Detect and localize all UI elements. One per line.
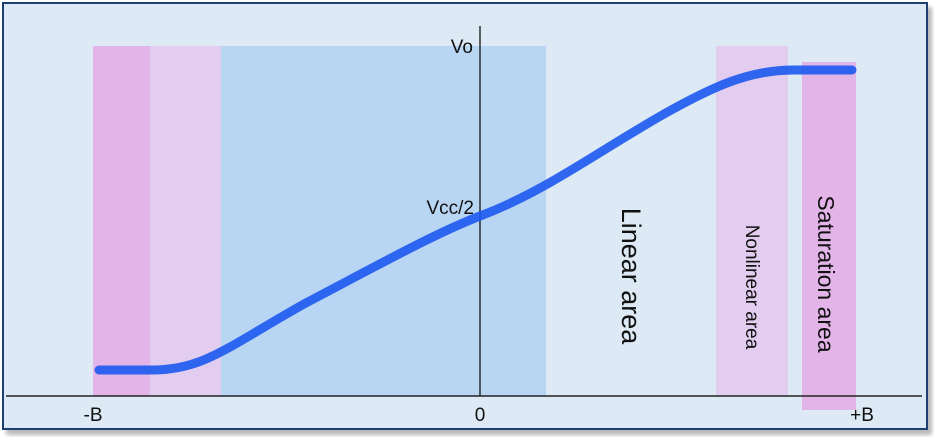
saturation-area-label: Saturation area (813, 195, 839, 352)
linear-area-label: Linear area (616, 208, 646, 346)
x-tick-center: 0 (475, 405, 486, 426)
y-axis-label: Vo (451, 37, 473, 58)
saturation-region-right (802, 62, 856, 410)
nonlinear-region-left (150, 46, 221, 396)
transfer-curve-diagram: Vo Vcc/2 -B 0 +B Linear area Nonlinear a… (6, 26, 922, 426)
x-tick-left: -B (84, 405, 103, 426)
saturation-region-left (93, 46, 150, 396)
nonlinear-area-label: Nonlinear area (741, 225, 762, 350)
transfer-curve (94, 65, 857, 375)
linear-region (221, 46, 546, 396)
x-tick-right: +B (850, 405, 874, 426)
midpoint-label: Vcc/2 (426, 198, 474, 219)
nonlinear-region-right (716, 46, 788, 396)
diagram-frame: Vo Vcc/2 -B 0 +B Linear area Nonlinear a… (2, 2, 928, 430)
